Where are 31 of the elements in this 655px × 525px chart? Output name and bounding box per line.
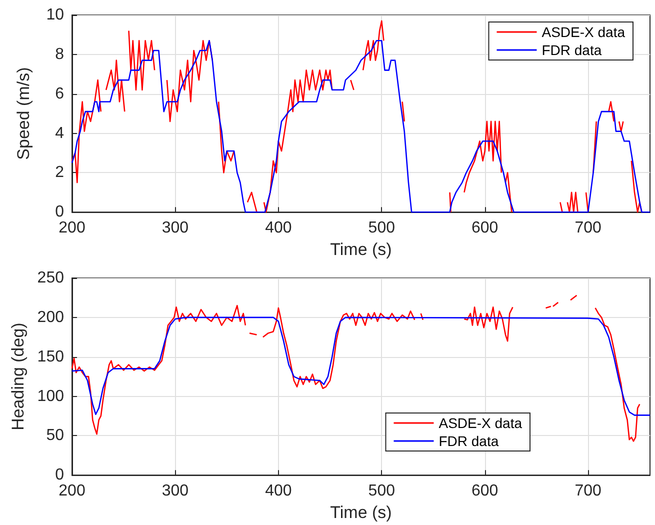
y-tick-label: 8 [55,46,64,63]
line-series [71,316,651,416]
x-tick-label: 500 [368,220,396,237]
x-tick-label: 600 [472,220,498,237]
x-tick-label: 700 [574,220,602,237]
y-tick-label: 200 [37,308,64,326]
y-tick-label: 0 [55,204,64,221]
y-tick-label: 10 [46,6,64,24]
x-tick-label: 400 [265,482,292,500]
x-tick-label: 300 [162,482,189,500]
legend-label: ASDE-X data [542,24,626,40]
y-tick-label: 150 [37,348,64,365]
y-axis-title: Speed (m/s) [14,67,33,160]
x-axis-title: Time (s) [330,502,392,522]
y-tick-label: 100 [37,387,64,404]
x-tick-label: 600 [472,482,498,500]
legend-label: FDR data [438,432,499,448]
x-tick-label: 500 [368,482,396,500]
y-tick-label: 0 [55,466,64,484]
x-tick-label: 300 [162,220,189,237]
y-axis-title: Heading (deg) [8,322,28,430]
y-tick-label: 4 [55,124,64,142]
x-axis-title: Time (s) [330,240,392,259]
y-tick-label: 6 [55,85,64,102]
legend-label: ASDE-X data [438,414,522,430]
x-tick-label: 700 [574,482,602,500]
y-tick-label: 2 [55,164,64,182]
y-tick-label: 250 [37,269,64,286]
y-tick-label: 50 [46,426,64,444]
legend-label: FDR data [542,42,602,58]
x-tick-label: 400 [265,220,292,237]
